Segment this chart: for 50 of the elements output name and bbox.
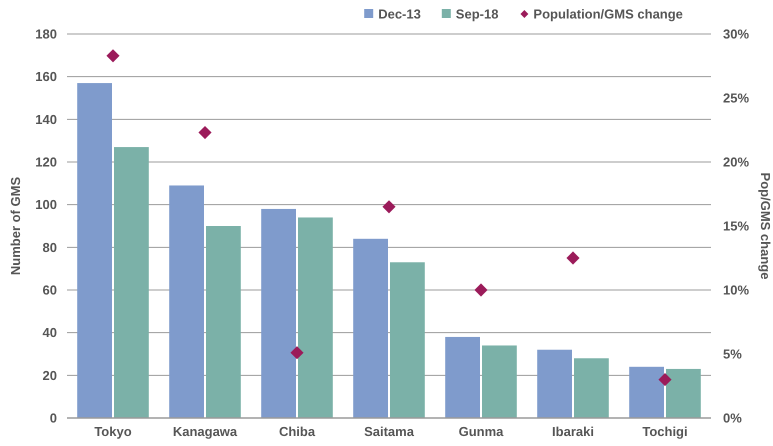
x-tick-label: Kanagawa	[172, 424, 238, 439]
point	[106, 49, 120, 62]
point	[566, 251, 580, 265]
bar	[114, 147, 149, 418]
point	[290, 346, 304, 360]
y-tick-label: 40	[42, 325, 57, 340]
point	[658, 373, 672, 386]
y2-tick-label: 5%	[723, 346, 742, 362]
y2-axis-title: Pop/GMS change	[758, 172, 773, 280]
x-tick-label: Gunma	[458, 424, 504, 439]
legend-label: Sep-18	[456, 6, 498, 22]
y-tick-label: 80	[42, 240, 57, 255]
legend-label: Dec-13	[378, 6, 421, 22]
x-tick-label: Saitama	[364, 424, 415, 439]
x-tick-label: Tochigi	[642, 424, 688, 439]
bar	[77, 83, 112, 418]
y-tick-label: 120	[35, 154, 57, 170]
y2-tick-label: 0%	[723, 410, 742, 426]
y2-tick-label: 20%	[723, 154, 750, 170]
y-axis-title: Number of GMS	[8, 176, 23, 276]
bar	[261, 208, 296, 418]
legend-label: Population/GMS change	[533, 6, 683, 22]
bar	[445, 336, 480, 418]
y-tick-label: 20	[42, 368, 57, 383]
bar	[574, 358, 609, 418]
point	[382, 200, 396, 214]
y2-tick-label: 30%	[723, 26, 750, 42]
y2-tick-label: 15%	[723, 218, 750, 234]
bar	[206, 226, 241, 418]
x-tick-label: Ibaraki	[552, 424, 594, 439]
y-tick-label: 60	[42, 282, 57, 298]
y-tick-label: 0	[50, 410, 57, 426]
y2-tick-label: 25%	[723, 90, 750, 106]
point	[198, 126, 212, 140]
x-tick-label: Chiba	[278, 424, 316, 439]
bar	[537, 350, 572, 418]
bar	[666, 368, 701, 418]
y-tick-label: 180	[35, 26, 57, 42]
y-tick-label: 160	[35, 69, 57, 84]
point	[474, 283, 488, 297]
x-tick-label: Tokyo	[94, 424, 132, 439]
bar	[629, 366, 664, 418]
y-tick-label: 140	[35, 112, 57, 127]
bar	[390, 262, 425, 418]
y2-tick-label: 10%	[723, 282, 750, 298]
bar	[298, 217, 333, 418]
bar	[353, 238, 388, 418]
y-tick-label: 100	[35, 197, 57, 212]
bar	[482, 345, 517, 418]
bar	[169, 185, 204, 418]
